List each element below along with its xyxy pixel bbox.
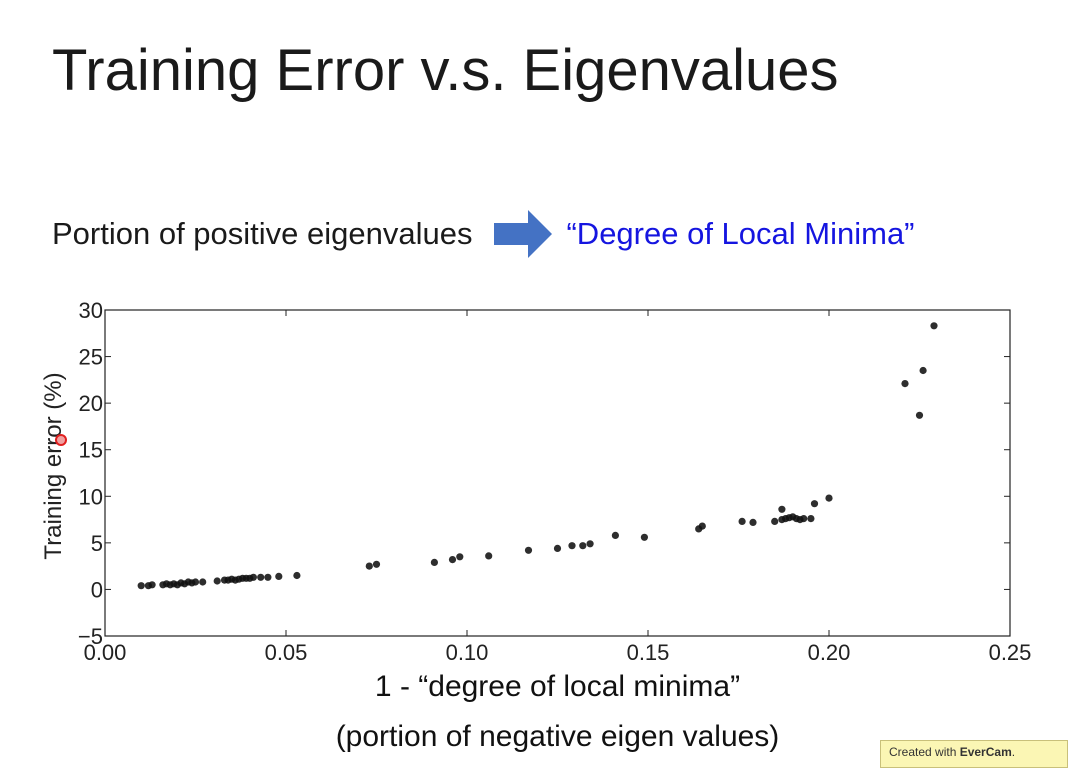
data-point: [919, 366, 927, 375]
y-tick-label: 30: [79, 298, 103, 323]
y-tick-label: −5: [78, 624, 103, 649]
data-point: [810, 500, 819, 508]
data-point: [249, 573, 257, 581]
data-point: [148, 581, 156, 589]
watermark-suffix: .: [1011, 745, 1016, 759]
data-point: [915, 411, 924, 419]
watermark-brand: EverCam: [959, 745, 1012, 759]
y-tick-label: 25: [79, 345, 103, 370]
x-tick-label: 0.15: [627, 640, 670, 665]
x-tick-label: 0.20: [808, 640, 851, 665]
data-point: [456, 553, 464, 561]
data-point: [257, 573, 265, 581]
data-point: [365, 562, 373, 570]
cursor-highlight-icon: [55, 434, 67, 446]
data-point: [191, 578, 200, 586]
y-tick-label: 0: [91, 577, 103, 602]
data-point: [137, 582, 145, 590]
data-point: [825, 494, 833, 502]
y-tick-label: 10: [79, 484, 103, 509]
data-point: [698, 522, 706, 530]
x-axis-label: 1 - “degree of local minima”: [374, 670, 741, 703]
plot-frame: [104, 309, 1011, 637]
data-point: [586, 540, 594, 548]
data-point: [372, 560, 381, 568]
data-point: [430, 558, 438, 567]
data-point: [448, 556, 457, 564]
y-tick-label: 20: [79, 391, 103, 416]
watermark-prefix: Created with: [889, 745, 960, 759]
data-point: [213, 577, 221, 585]
data-point: [738, 517, 746, 526]
data-point: [293, 571, 301, 580]
data-point: [553, 544, 562, 553]
evercam-watermark[interactable]: Created with EverCam.: [880, 740, 1068, 768]
x-tick-label: 0.05: [265, 640, 308, 665]
subtitle-right: “Degree of Local Minima”: [566, 216, 915, 251]
x-axis-label-line2: (portion of negative eigen values): [335, 720, 780, 753]
data-point: [778, 505, 786, 513]
y-tick-label: 15: [79, 438, 103, 463]
y-axis-label-group: Training error (%): [40, 372, 67, 559]
y-tick-label: 5: [91, 531, 103, 556]
data-point: [901, 380, 909, 388]
data-point: [800, 515, 808, 523]
x-tick-label: 0.10: [446, 640, 489, 665]
data-point: [579, 542, 587, 550]
data-points: [137, 322, 938, 590]
data-point: [524, 546, 533, 554]
data-point: [611, 531, 620, 540]
data-point: [807, 515, 815, 523]
axis-ticks: 0.00 0.05 0.10 0.15 0.20 0.25 −5 0 5 10 15 20 25 30: [78, 298, 1032, 665]
scatter-chart: Training error (%) 0.00 0.05 0.10 0.15 0.20 0…: [40, 298, 1032, 665]
x-tick-label: 0.25: [989, 640, 1032, 665]
data-point: [930, 322, 938, 330]
data-point: [749, 518, 757, 527]
subtitle-row: Portion of positive eigenvalues “Degree …: [52, 208, 915, 260]
data-point: [264, 573, 272, 581]
right-arrow-icon: [494, 210, 553, 258]
data-point: [275, 572, 283, 581]
slide-title: Training Error v.s. Eigenvalues: [52, 38, 839, 103]
data-point: [485, 552, 493, 560]
y-axis-label: Training error (%): [40, 372, 67, 559]
data-point: [199, 578, 207, 586]
x-tick-label: 0.00: [84, 640, 127, 665]
subtitle-left: Portion of positive eigenvalues: [52, 216, 473, 251]
data-point: [640, 533, 649, 541]
data-point: [568, 542, 576, 550]
data-point: [771, 517, 779, 526]
